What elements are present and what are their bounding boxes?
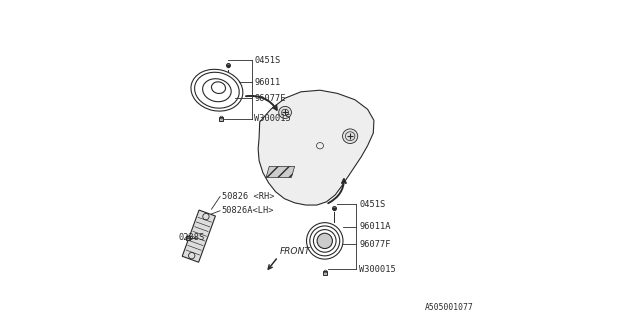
Ellipse shape: [342, 129, 358, 143]
FancyArrowPatch shape: [328, 179, 346, 203]
Text: W300015: W300015: [254, 114, 291, 123]
Polygon shape: [266, 166, 294, 178]
Text: 96077F: 96077F: [359, 240, 390, 249]
Text: 0238S: 0238S: [179, 233, 205, 242]
Polygon shape: [258, 90, 374, 205]
Polygon shape: [182, 210, 216, 262]
FancyArrowPatch shape: [246, 96, 277, 110]
Text: W300015: W300015: [359, 265, 396, 274]
Ellipse shape: [317, 233, 332, 249]
Text: 50826A<LH>: 50826A<LH>: [221, 206, 274, 215]
Text: 96011: 96011: [254, 78, 280, 87]
Text: 96077E: 96077E: [254, 94, 286, 103]
Text: 50826 <RH>: 50826 <RH>: [221, 192, 274, 201]
Text: 0451S: 0451S: [254, 56, 280, 65]
Text: FRONT: FRONT: [280, 247, 310, 256]
Text: 0451S: 0451S: [359, 200, 385, 209]
Text: A505001077: A505001077: [425, 303, 474, 312]
Ellipse shape: [279, 106, 291, 118]
Text: 96011A: 96011A: [359, 222, 390, 231]
